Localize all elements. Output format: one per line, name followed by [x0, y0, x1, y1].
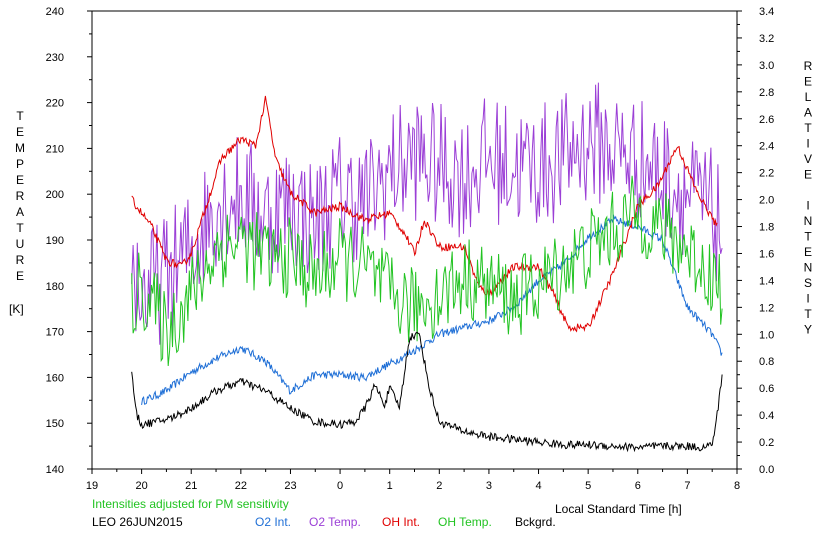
right-axis-title-letter: E	[804, 75, 812, 89]
legend-oh-int: OH Int.	[382, 515, 421, 529]
x-tick-label-5: 0	[337, 480, 343, 492]
right-tick-label-17: 3.4	[759, 6, 774, 18]
left-axis-title-letter: U	[16, 237, 25, 251]
right-axis-title-letter: N	[804, 214, 813, 228]
left-axis-title-letter: E	[16, 173, 24, 187]
series-line-bckgrd	[131, 331, 723, 453]
right-tick-label-1: 0.2	[759, 437, 774, 449]
x-tick-label-13: 8	[734, 480, 740, 492]
right-tick-label-0: 0.0	[759, 464, 774, 476]
left-axis-title-letter: R	[16, 253, 25, 267]
pm-sensitivity-note: Intensities adjusted for PM sensitivity	[92, 497, 289, 511]
left-tick-label-1: 150	[46, 418, 64, 430]
left-axis-title-letter: T	[16, 221, 24, 235]
right-axis-title-letter: Y	[804, 323, 812, 337]
x-tick-label-7: 2	[436, 480, 442, 492]
left-tick-label-6: 200	[46, 189, 64, 201]
x-tick-label-6: 1	[387, 480, 393, 492]
series-line-oh-int	[131, 95, 718, 333]
left-tick-label-7: 210	[46, 143, 64, 155]
right-tick-label-5: 1.0	[759, 329, 774, 341]
right-tick-label-2: 0.4	[759, 410, 774, 422]
right-axis-title-letter: T	[804, 230, 812, 244]
legend-o2-int: O2 Int.	[255, 515, 292, 529]
legend-bckgrd: Bckgrd.	[515, 515, 556, 529]
right-tick-label-16: 3.2	[759, 33, 774, 45]
left-axis-title-letter: R	[16, 189, 25, 203]
right-tick-label-12: 2.4	[759, 141, 774, 153]
right-axis-title-letter: V	[804, 152, 812, 166]
series-line-o2-temp	[131, 82, 723, 345]
left-axis-title-letter: T	[16, 109, 24, 123]
series-line-o2-int	[141, 214, 723, 405]
x-tick-label-8: 3	[486, 480, 492, 492]
right-axis-title-letter: S	[804, 276, 812, 290]
left-tick-label-9: 230	[46, 52, 64, 64]
x-tick-label-1: 20	[135, 480, 147, 492]
legend-o2-temp: O2 Temp.	[309, 515, 361, 529]
legend-oh-temp: OH Temp.	[438, 515, 492, 529]
right-tick-label-6: 1.2	[759, 302, 774, 314]
right-tick-label-4: 0.8	[759, 356, 774, 368]
right-axis-title-letter: A	[804, 106, 812, 120]
right-tick-label-14: 2.8	[759, 87, 774, 99]
right-axis-title-letter: I	[806, 292, 809, 306]
axes-layer: 19 20 21 22 23 0 1 2 3 4 5 6 7 8140150160170180190200…	[15, 6, 813, 492]
x-tick-label-9: 4	[535, 480, 541, 492]
x-tick-label-3: 22	[235, 480, 247, 492]
right-tick-label-10: 2.0	[759, 195, 774, 207]
right-tick-label-9: 1.8	[759, 222, 774, 234]
y-axis-unit: [K]	[9, 302, 24, 316]
series-layer	[131, 82, 723, 453]
site-date-label: LEO 26JUN2015	[92, 515, 183, 529]
right-axis-title-letter: E	[804, 245, 812, 259]
series-line-oh-temp	[131, 175, 723, 367]
x-tick-label-4: 23	[284, 480, 296, 492]
left-tick-label-2: 160	[46, 372, 64, 384]
x-tick-label-0: 19	[86, 480, 98, 492]
left-tick-label-4: 180	[46, 281, 64, 293]
right-axis-title-letter: E	[804, 168, 812, 182]
right-axis-title-letter: I	[806, 137, 809, 151]
left-axis-title-letter: A	[16, 205, 24, 219]
x-tick-label-2: 21	[185, 480, 197, 492]
x-tick-label-12: 7	[684, 480, 690, 492]
left-axis-title-letter: M	[15, 141, 25, 155]
right-tick-label-11: 2.2	[759, 168, 774, 180]
right-axis-title-letter: L	[805, 90, 812, 104]
left-tick-label-3: 170	[46, 327, 64, 339]
right-axis-title-letter: T	[804, 121, 812, 135]
right-axis-title-letter: N	[804, 261, 813, 275]
right-tick-label-15: 3.0	[759, 60, 774, 72]
left-axis-title-letter: E	[16, 269, 24, 283]
right-axis-title-letter: R	[804, 59, 813, 73]
right-axis-title-letter: T	[804, 307, 812, 321]
left-tick-label-8: 220	[46, 98, 64, 110]
left-axis-title-letter: E	[16, 125, 24, 139]
right-tick-label-13: 2.6	[759, 114, 774, 126]
right-tick-label-7: 1.4	[759, 275, 774, 287]
right-tick-label-3: 0.6	[759, 383, 774, 395]
left-axis-title-letter: P	[16, 157, 24, 171]
x-tick-label-10: 5	[585, 480, 591, 492]
x-tick-label-11: 6	[635, 480, 641, 492]
right-tick-label-8: 1.6	[759, 248, 774, 260]
x-axis-title: Local Standard Time [h]	[555, 502, 682, 516]
left-tick-label-0: 140	[46, 464, 64, 476]
left-tick-label-10: 240	[46, 6, 64, 18]
left-tick-label-5: 190	[46, 235, 64, 247]
right-axis-title-letter: I	[806, 199, 809, 213]
